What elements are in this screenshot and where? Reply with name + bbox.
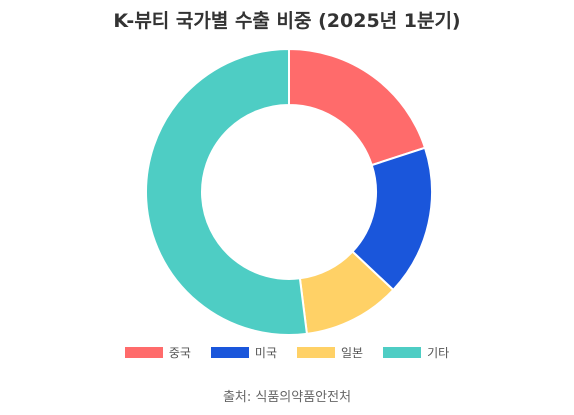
legend-swatch-japan — [297, 347, 335, 358]
legend-label-japan: 일본 — [341, 346, 364, 360]
legend-label-other: 기타 — [427, 346, 450, 360]
legend-swatch-usa — [210, 347, 249, 358]
legend-item-usa[interactable]: 미국 — [210, 344, 277, 361]
legend-item-china[interactable]: 중국 — [124, 344, 191, 361]
legend-swatch-other — [383, 347, 422, 358]
legend-swatch-china — [124, 347, 163, 358]
slice-china[interactable] — [288, 47, 427, 167]
slice-other[interactable] — [145, 47, 309, 336]
chart-title: K-뷰티 국가별 수출 비중 (2025년 1분기) — [113, 10, 461, 32]
legend-label-usa: 미국 — [254, 346, 277, 360]
legend-item-other[interactable]: 기타 — [383, 344, 449, 361]
legend-label-china: 중국 — [168, 346, 191, 360]
source-note: 출처: 식품의약품안전처 — [222, 390, 352, 405]
donut-chart — [145, 47, 433, 336]
legend-item-japan[interactable]: 일본 — [297, 344, 363, 361]
legend: 중국 미국 일본 기타 — [0, 344, 574, 361]
